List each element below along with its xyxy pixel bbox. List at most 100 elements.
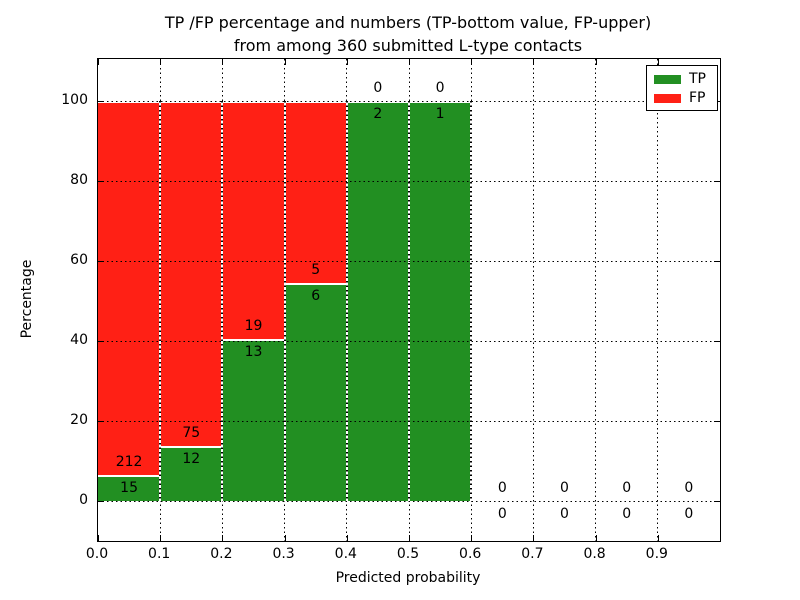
x-axis-label: Predicted probability [335, 570, 481, 586]
y-axis-label: Percentage [19, 259, 35, 339]
x-tick-mark-bottom [222, 535, 224, 541]
chart-title-line2: from among 360 submitted L-type contacts [233, 36, 583, 55]
x-tick-mark-bottom [98, 535, 99, 541]
y-tick-mark-right [714, 421, 720, 422]
x-tick-mark-top [533, 59, 535, 65]
x-tick-label: 0.4 [334, 546, 357, 562]
bar-segment-fp [98, 101, 161, 475]
x-tick-mark-bottom [284, 535, 286, 541]
y-tick-label: 60 [70, 252, 88, 268]
bar-segment-tp [98, 474, 161, 501]
bar-boundary-line [408, 101, 410, 501]
bar-count-label-tp: 15 [120, 479, 139, 496]
x-tick-mark-top [595, 59, 597, 65]
x-tick-label: 0.1 [148, 546, 171, 562]
y-tick-mark-left [98, 181, 104, 182]
y-tick-label: 80 [70, 172, 88, 188]
bar-count-label-tp: 0 [684, 506, 694, 522]
bar-count-label-fp: 0 [622, 480, 632, 496]
bar-count-label-fp: 0 [560, 480, 569, 496]
legend-swatch-tp [654, 75, 681, 84]
bar-count-label-tp: 6 [311, 287, 321, 304]
x-tick-mark-bottom [409, 535, 410, 541]
y-tick-mark-right [714, 261, 720, 262]
bar-segment-fp [160, 101, 223, 446]
legend-swatch-fp [654, 94, 681, 103]
bar-segment-fp [222, 101, 285, 339]
y-tick-label: 20 [70, 412, 88, 428]
x-tick-label: 0.7 [521, 546, 544, 562]
bar-boundary-line [345, 101, 348, 501]
bar-count-label-fp: 0 [373, 80, 383, 96]
bar-count-label-fp: 0 [497, 480, 507, 496]
bar-count-label-tp: 0 [560, 506, 569, 522]
legend-label-fp: FP [689, 90, 706, 106]
y-tick-mark-right [714, 181, 720, 182]
chart-title-line1: TP /FP percentage and numbers (TP-bottom… [164, 13, 652, 32]
x-tick-mark-bottom [595, 535, 597, 541]
bar-count-label-tp: 13 [244, 343, 263, 360]
x-tick-label: 0.8 [583, 546, 606, 562]
y-tick-mark-left [98, 261, 104, 262]
gridline-vertical [595, 59, 597, 541]
x-tick-label: 0.6 [459, 546, 482, 562]
y-tick-mark-left [98, 501, 104, 502]
y-tick-mark-right [714, 501, 720, 502]
bar-boundary-line [221, 101, 224, 501]
gridline-horizontal [98, 101, 720, 102]
bar-segment-tp [284, 282, 347, 501]
x-tick-mark-top [222, 59, 224, 65]
gridline-vertical [657, 59, 659, 541]
y-tick-label: 100 [61, 92, 88, 108]
x-tick-label: 0.9 [645, 546, 668, 562]
x-tick-mark-top [160, 59, 162, 65]
bar-count-label-fp: 5 [311, 261, 321, 278]
x-tick-mark-bottom [657, 535, 659, 541]
gridline-horizontal [98, 181, 720, 182]
x-tick-mark-bottom [346, 535, 348, 541]
bar-boundary-line [470, 101, 473, 501]
y-tick-label: 40 [70, 332, 88, 348]
legend: TP FP [646, 65, 718, 111]
bar-count-label-tp: 0 [497, 506, 507, 522]
x-tick-mark-bottom [160, 535, 162, 541]
y-tick-mark-left [98, 101, 104, 102]
bar-segment-fp [284, 101, 347, 283]
gridline-horizontal [98, 341, 720, 342]
y-tick-mark-left [98, 341, 104, 342]
bar-count-label-tp: 0 [622, 506, 632, 522]
bar-count-label-tp: 2 [373, 106, 383, 122]
legend-label-tp: TP [689, 71, 706, 87]
y-tick-mark-left [98, 421, 104, 422]
bar-segment-tp [222, 338, 285, 501]
legend-row: FP [647, 89, 717, 107]
bar-count-label-tp: 12 [182, 450, 201, 467]
bar-count-label-fp: 0 [435, 80, 445, 96]
y-tick-label: 0 [79, 492, 88, 508]
x-tick-mark-top [98, 59, 99, 65]
bar-boundary-line [283, 101, 286, 501]
bar-count-label-fp: 0 [684, 480, 694, 496]
x-tick-mark-top [471, 59, 473, 65]
legend-row: TP [647, 70, 717, 88]
x-tick-mark-top [346, 59, 348, 65]
bar-segment-tp [409, 101, 472, 501]
x-tick-label: 0.5 [396, 546, 420, 562]
bar-count-label-fp: 212 [115, 453, 143, 470]
gridline-horizontal [98, 421, 720, 422]
bar-count-label-fp: 19 [244, 317, 263, 334]
bar-count-label-fp: 75 [182, 424, 201, 441]
x-tick-label: 0.3 [272, 546, 295, 562]
bar-segment-tp [346, 101, 409, 501]
x-tick-label: 0.2 [210, 546, 233, 562]
bar-count-label-tp: 1 [435, 106, 445, 122]
gridline-horizontal [98, 501, 720, 502]
x-tick-mark-top [657, 59, 659, 65]
x-tick-mark-bottom [533, 535, 535, 541]
x-tick-mark-top [409, 59, 410, 65]
plot-area: 212 15 75 12 19 13 5 6 0 2 0 1 0 0 0 0 0 0 0 0 [97, 58, 721, 542]
bar-boundary-line [159, 101, 162, 501]
bar-segment-tp [160, 445, 223, 501]
x-tick-mark-top [284, 59, 286, 65]
